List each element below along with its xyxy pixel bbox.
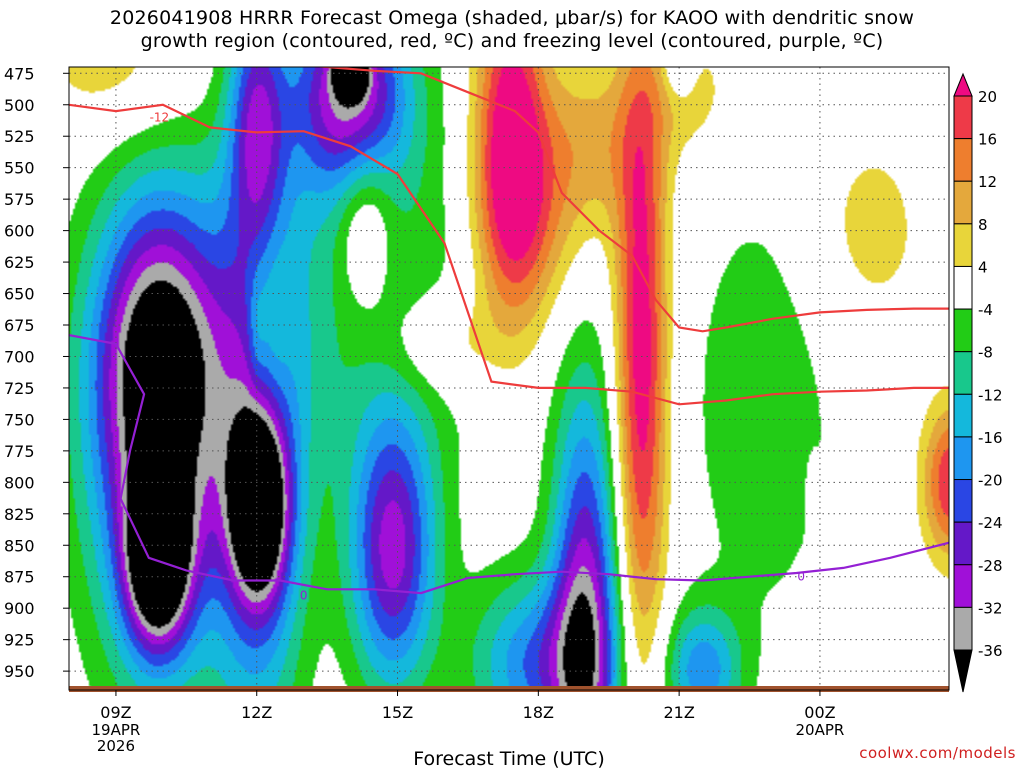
x-tick-sublabel: 2026 [97,737,135,755]
y-tick-label: 750 [4,410,35,429]
colorbar-bin [953,393,973,438]
credit-link[interactable]: coolwx.com/models [859,744,1016,762]
x-tick-label: 21Z [663,703,694,722]
colorbar-bin [953,436,973,481]
colorbar-bin [953,564,973,608]
y-tick-label: 600 [4,222,35,241]
x-tick-sublabel: 19APR [92,721,141,739]
x-tick-label: 15Z [382,703,413,722]
x-tick-label: 00Z [804,703,835,722]
y-tick-label: 950 [4,662,35,681]
colorbar-label: 12 [978,173,997,191]
y-tick-label: 900 [4,599,35,618]
colorbar-top-arrow [953,72,973,97]
colorbar-bin [953,223,973,267]
y-tick-label: 625 [4,253,35,272]
colorbar-bin [953,606,973,651]
plot-frame [68,66,950,691]
contour-lines: -12 0 0 [69,67,949,603]
chart-title-line-2: growth region (contoured, red, ºC) and f… [140,30,884,52]
colorbar-bottom-arrow [953,649,973,693]
colorbar-label: -28 [978,557,1003,575]
y-tick-label: 850 [4,536,35,555]
chart-title-line-1: 2026041908 HRRR Forecast Omega (shaded, … [109,7,915,29]
y-tick-label: 500 [4,96,35,115]
x-tick-label: 18Z [523,703,554,722]
freezing-contour-0 [69,334,949,595]
dgz-contour-0 [69,103,949,406]
y-tick-label: 550 [4,159,35,178]
colorbar-label: -12 [978,386,1003,404]
colorbar-bin [953,95,973,140]
y-tick-label: 675 [4,316,35,335]
colorbar-bin [953,521,973,566]
colorbar-bin [953,180,973,225]
x-tick-sublabel: 20APR [796,721,845,739]
colorbar-bin [953,479,973,523]
gridlines [69,67,949,690]
y-tick-label: 875 [4,568,35,587]
x-tick-label: 12Z [241,703,272,722]
y-tick-label: 925 [4,631,35,650]
y-tick-label: 650 [4,285,35,304]
dgz-contour-1 [312,67,949,333]
ground-strip [69,686,949,692]
colorbar-bin [953,265,973,310]
y-tick-label: 475 [4,64,35,83]
colorbar-label: 8 [978,216,988,234]
freezing-contour-label: 0 [300,589,308,603]
colorbar-bin [953,138,973,182]
colorbar-label: 4 [978,258,988,276]
omega-shading [69,67,949,690]
y-tick-label: 525 [4,127,35,146]
freezing-contour-label: 0 [797,570,805,584]
colorbar-bin [953,308,973,353]
omega-colorbar: 20 16 12 8 4 -4 -8 -12 -16 -20 -24 -28 -32 -36 [953,72,1003,693]
colorbar-bin [953,351,973,395]
x-tick-label: 09Z [100,703,131,722]
y-tick-label: 775 [4,442,35,461]
dgz-contour-label: -12 [150,110,170,124]
colorbar-label: -24 [978,514,1003,532]
colorbar-label: 16 [978,131,997,149]
colorbar-label: -32 [978,599,1003,617]
y-tick-label: 700 [4,347,35,366]
y-tick-label: 725 [4,379,35,398]
y-tick-label: 800 [4,473,35,492]
colorbar-label: -36 [978,642,1003,660]
plot-area: -12 0 0 [69,67,949,690]
colorbar-label: -20 [978,472,1003,490]
colorbar-label: 20 [978,88,997,106]
colorbar-label: -4 [978,301,993,319]
x-axis-label: Forecast Time (UTC) [413,748,604,768]
y-tick-label: 825 [4,505,35,524]
y-tick-label: 575 [4,190,35,209]
colorbar-label: -8 [978,344,993,362]
colorbar-label: -16 [978,429,1003,447]
pressure-axis: 475 500 525 550 575 600 625 650 675 700 725 750 775 8… [4,64,69,681]
